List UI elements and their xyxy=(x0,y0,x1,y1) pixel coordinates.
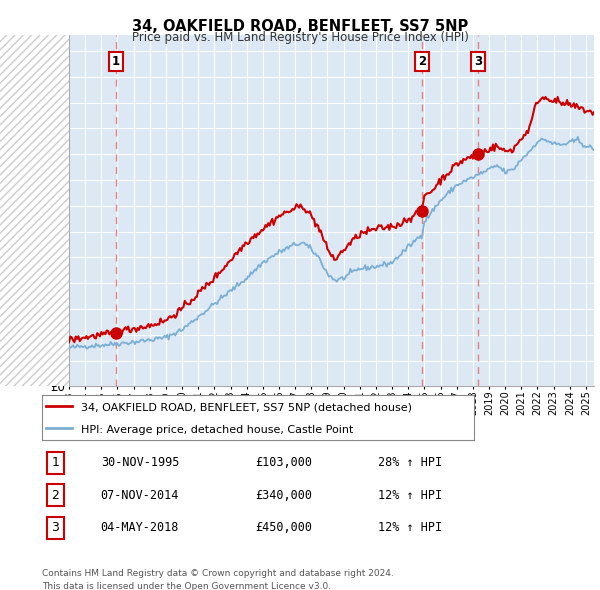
Text: 3: 3 xyxy=(474,55,482,68)
Text: £450,000: £450,000 xyxy=(256,521,313,535)
Text: 34, OAKFIELD ROAD, BENFLEET, SS7 5NP (detached house): 34, OAKFIELD ROAD, BENFLEET, SS7 5NP (de… xyxy=(81,403,412,412)
Text: 3: 3 xyxy=(52,521,59,535)
Text: £340,000: £340,000 xyxy=(256,489,313,502)
Text: 12% ↑ HPI: 12% ↑ HPI xyxy=(379,521,443,535)
Text: 12% ↑ HPI: 12% ↑ HPI xyxy=(379,489,443,502)
Text: 2: 2 xyxy=(52,489,59,502)
Text: 1: 1 xyxy=(52,456,59,470)
Text: 30-NOV-1995: 30-NOV-1995 xyxy=(101,456,179,470)
Text: Contains HM Land Registry data © Crown copyright and database right 2024.: Contains HM Land Registry data © Crown c… xyxy=(42,569,394,578)
Text: 04-MAY-2018: 04-MAY-2018 xyxy=(101,521,179,535)
Text: 07-NOV-2014: 07-NOV-2014 xyxy=(101,489,179,502)
Text: This data is licensed under the Open Government Licence v3.0.: This data is licensed under the Open Gov… xyxy=(42,582,331,590)
Text: 1: 1 xyxy=(112,55,120,68)
Text: 34, OAKFIELD ROAD, BENFLEET, SS7 5NP: 34, OAKFIELD ROAD, BENFLEET, SS7 5NP xyxy=(132,19,468,34)
Text: HPI: Average price, detached house, Castle Point: HPI: Average price, detached house, Cast… xyxy=(81,425,353,435)
Text: 28% ↑ HPI: 28% ↑ HPI xyxy=(379,456,443,470)
Text: Price paid vs. HM Land Registry's House Price Index (HPI): Price paid vs. HM Land Registry's House … xyxy=(131,31,469,44)
Text: 2: 2 xyxy=(418,55,426,68)
Text: £103,000: £103,000 xyxy=(256,456,313,470)
